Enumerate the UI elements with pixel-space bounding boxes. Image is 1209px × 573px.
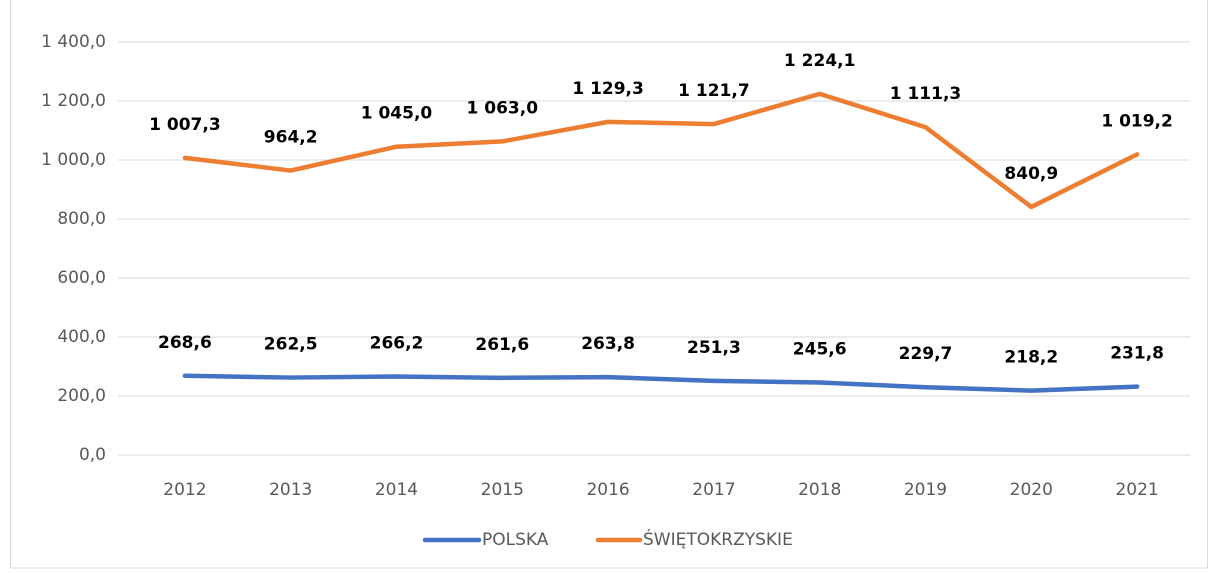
data-label: 251,3 <box>687 338 741 358</box>
data-label: 1 121,7 <box>678 81 750 101</box>
data-label: 266,2 <box>370 333 424 353</box>
x-tick-label: 2016 <box>586 480 629 500</box>
data-label: 1 019,2 <box>1101 111 1173 131</box>
data-label: 268,6 <box>158 333 212 353</box>
x-tick-label: 2015 <box>481 480 524 500</box>
data-label: 964,2 <box>264 128 318 148</box>
data-label: 261,6 <box>475 335 529 355</box>
data-label: 262,5 <box>264 335 318 355</box>
y-tick-label: 1 200,0 <box>41 91 106 111</box>
y-tick-label: 800,0 <box>57 209 106 229</box>
x-tick-label: 2018 <box>798 480 841 500</box>
y-tick-label: 1 000,0 <box>41 150 106 170</box>
y-tick-label: 200,0 <box>57 386 106 406</box>
y-tick-label: 400,0 <box>57 327 106 347</box>
data-label: 245,6 <box>793 340 847 360</box>
y-tick-label: 0,0 <box>79 445 106 465</box>
x-tick-label: 2019 <box>904 480 947 500</box>
x-tick-label: 2013 <box>269 480 312 500</box>
legend-label: POLSKA <box>482 530 549 550</box>
data-label: 1 063,0 <box>467 98 539 118</box>
y-tick-label: 600,0 <box>57 268 106 288</box>
x-tick-label: 2012 <box>163 480 206 500</box>
data-label: 1 045,0 <box>361 104 433 124</box>
data-label: 231,8 <box>1110 344 1164 364</box>
x-tick-label: 2020 <box>1010 480 1053 500</box>
chart-frame <box>10 0 1208 569</box>
series-line <box>182 373 1140 393</box>
legend-label: ŚWIĘTOKRZYSKIE <box>643 528 793 550</box>
x-tick-label: 2014 <box>375 480 418 500</box>
series-line <box>182 91 1140 210</box>
data-label: 263,8 <box>581 334 635 354</box>
data-label: 1 007,3 <box>149 115 221 135</box>
x-tick-label: 2021 <box>1115 480 1158 500</box>
data-label: 1 129,3 <box>572 79 644 99</box>
data-label: 1 224,1 <box>784 51 856 71</box>
y-tick-label: 1 400,0 <box>41 32 106 52</box>
data-label: 1 111,3 <box>890 84 962 104</box>
data-label: 229,7 <box>899 344 953 364</box>
data-label: 840,9 <box>1004 164 1058 184</box>
x-tick-label: 2017 <box>692 480 735 500</box>
data-label: 218,2 <box>1004 348 1058 368</box>
